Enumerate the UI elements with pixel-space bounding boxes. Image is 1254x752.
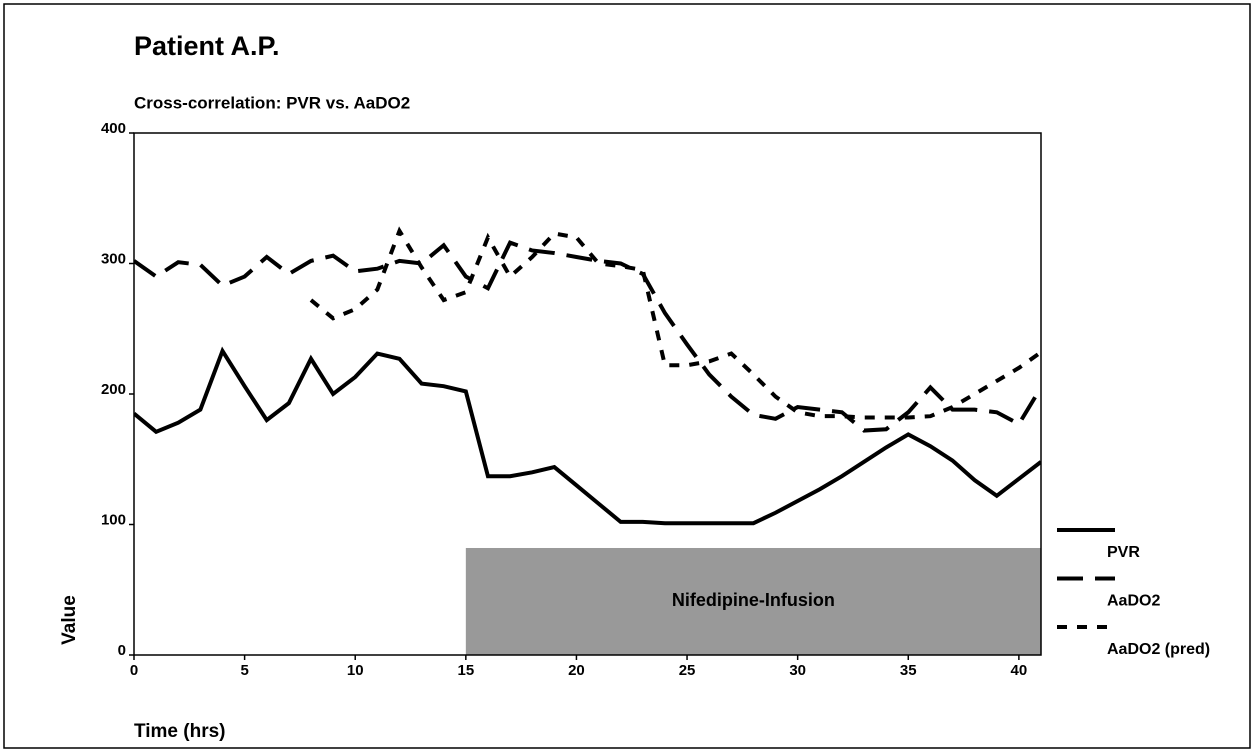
x-tick-label: 30 <box>789 662 806 679</box>
series-line <box>134 240 1041 433</box>
y-tick-label: 100 <box>101 511 126 528</box>
y-tick-label: 200 <box>101 381 126 398</box>
page-frame <box>3 3 1251 749</box>
infusion-label: Nifedipine-Infusion <box>672 590 835 610</box>
series-line <box>309 226 1041 420</box>
legend-label: AaDO2 <box>1107 593 1160 610</box>
x-tick-label: 35 <box>900 662 917 679</box>
plot-frame <box>133 132 1042 656</box>
infusion-band <box>465 547 1042 655</box>
chart-title: Patient A.P. <box>134 31 280 61</box>
x-axis-label: Time (hrs) <box>134 721 226 742</box>
x-tick-label: 10 <box>347 662 364 679</box>
series-line <box>134 346 1041 526</box>
y-tick-label: 300 <box>101 250 126 267</box>
x-tick-label: 25 <box>679 662 696 679</box>
y-axis-label: Value <box>59 595 80 645</box>
y-tick-label: 400 <box>101 120 126 137</box>
chart-subtitle: Cross-correlation: PVR vs. AaDO2 <box>134 93 410 112</box>
x-tick-label: 15 <box>457 662 474 679</box>
x-tick-label: 5 <box>240 662 248 679</box>
x-tick-label: 20 <box>568 662 585 679</box>
legend-label: PVR <box>1107 544 1140 561</box>
x-tick-label: 0 <box>130 662 138 679</box>
legend-label: AaDO2 (pred) <box>1107 641 1210 658</box>
y-tick-label: 0 <box>118 642 126 659</box>
x-tick-label: 40 <box>1011 662 1028 679</box>
